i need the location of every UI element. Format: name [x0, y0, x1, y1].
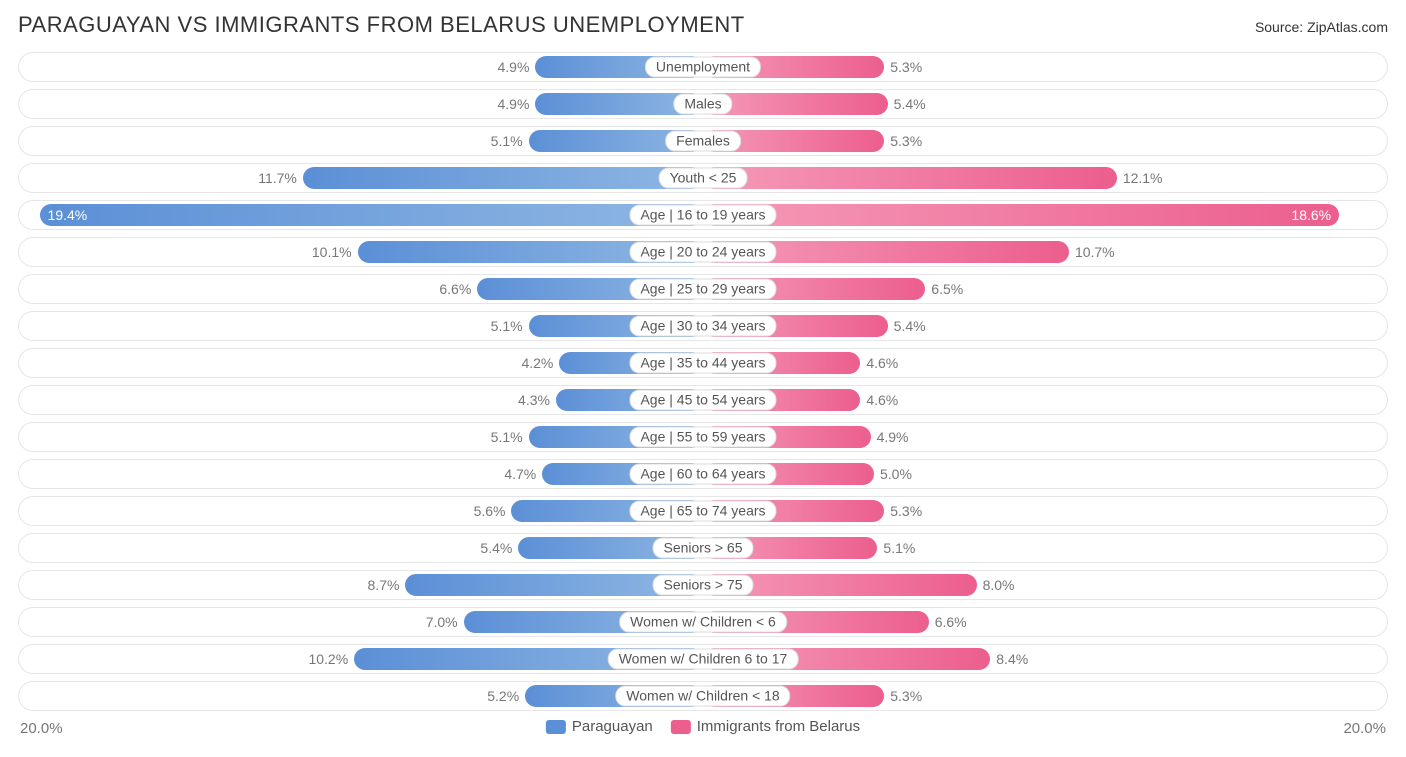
chart-row: 5.1% 5.3% Females	[18, 126, 1388, 156]
value-right: 5.1%	[883, 537, 915, 559]
axis-max-right: 20.0%	[1343, 720, 1386, 737]
category-label: Age | 30 to 34 years	[629, 316, 776, 337]
value-left: 4.3%	[518, 389, 550, 411]
category-label: Females	[665, 131, 741, 152]
value-left: 10.2%	[308, 648, 348, 670]
legend-swatch-left	[546, 720, 566, 734]
value-right: 18.6%	[1283, 204, 1339, 226]
value-left: 4.7%	[504, 463, 536, 485]
chart-title: PARAGUAYAN VS IMMIGRANTS FROM BELARUS UN…	[18, 12, 745, 38]
chart-row: 8.7% 8.0% Seniors > 75	[18, 570, 1388, 600]
value-left: 4.9%	[498, 93, 530, 115]
value-right: 5.3%	[890, 130, 922, 152]
category-label: Age | 45 to 54 years	[629, 390, 776, 411]
value-right: 12.1%	[1123, 167, 1163, 189]
chart-row: 5.2% 5.3% Women w/ Children < 18	[18, 681, 1388, 711]
category-label: Males	[673, 94, 732, 115]
bar-right	[703, 167, 1117, 189]
chart-row: 5.6% 5.3% Age | 65 to 74 years	[18, 496, 1388, 526]
value-right: 5.3%	[890, 685, 922, 707]
category-label: Unemployment	[645, 57, 761, 78]
axis-max-left: 20.0%	[20, 720, 63, 737]
chart-row: 5.1% 5.4% Age | 30 to 34 years	[18, 311, 1388, 341]
legend-item-left: Paraguayan	[546, 718, 653, 735]
value-right: 5.4%	[894, 315, 926, 337]
bar-right: 18.6%	[703, 204, 1339, 226]
legend-label-right: Immigrants from Belarus	[697, 718, 860, 735]
category-label: Women w/ Children 6 to 17	[608, 649, 799, 670]
chart-row: 19.4% 18.6% Age | 16 to 19 years	[18, 200, 1388, 230]
chart-row: 10.1% 10.7% Age | 20 to 24 years	[18, 237, 1388, 267]
category-label: Age | 55 to 59 years	[629, 427, 776, 448]
value-left: 5.1%	[491, 315, 523, 337]
chart-row: 7.0% 6.6% Women w/ Children < 6	[18, 607, 1388, 637]
category-label: Age | 35 to 44 years	[629, 353, 776, 374]
diverging-bar-chart: 4.9% 5.3% Unemployment 4.9% 5.4% Males 5.1% 5.3…	[18, 52, 1388, 711]
chart-row: 4.2% 4.6% Age | 35 to 44 years	[18, 348, 1388, 378]
value-left: 7.0%	[426, 611, 458, 633]
legend: Paraguayan Immigrants from Belarus	[546, 718, 860, 735]
chart-row: 4.9% 5.4% Males	[18, 89, 1388, 119]
value-left: 6.6%	[439, 278, 471, 300]
chart-row: 5.4% 5.1% Seniors > 65	[18, 533, 1388, 563]
value-right: 8.4%	[996, 648, 1028, 670]
value-left: 11.7%	[258, 167, 297, 189]
value-right: 4.9%	[877, 426, 909, 448]
value-right: 4.6%	[866, 389, 898, 411]
chart-row: 5.1% 4.9% Age | 55 to 59 years	[18, 422, 1388, 452]
value-right: 4.6%	[866, 352, 898, 374]
chart-row: 10.2% 8.4% Women w/ Children 6 to 17	[18, 644, 1388, 674]
value-right: 5.4%	[894, 93, 926, 115]
chart-row: 4.9% 5.3% Unemployment	[18, 52, 1388, 82]
chart-page: PARAGUAYAN VS IMMIGRANTS FROM BELARUS UN…	[0, 0, 1406, 757]
legend-swatch-right	[671, 720, 691, 734]
category-label: Age | 20 to 24 years	[629, 242, 776, 263]
value-right: 5.0%	[880, 463, 912, 485]
value-left: 5.1%	[491, 426, 523, 448]
value-left: 5.2%	[487, 685, 519, 707]
bar-left	[303, 167, 703, 189]
category-label: Age | 60 to 64 years	[629, 464, 776, 485]
value-right: 8.0%	[983, 574, 1015, 596]
value-left: 8.7%	[368, 574, 400, 596]
category-label: Age | 25 to 29 years	[629, 279, 776, 300]
source-prefix: Source:	[1255, 19, 1307, 35]
value-right: 10.7%	[1075, 241, 1115, 263]
legend-label-left: Paraguayan	[572, 718, 653, 735]
source-site: ZipAtlas.com	[1307, 19, 1388, 35]
category-label: Women w/ Children < 6	[619, 612, 787, 633]
category-label: Women w/ Children < 18	[615, 686, 790, 707]
value-left: 10.1%	[312, 241, 352, 263]
category-label: Seniors > 75	[653, 575, 754, 596]
category-label: Seniors > 65	[653, 538, 754, 559]
category-label: Age | 65 to 74 years	[629, 501, 776, 522]
value-right: 5.3%	[890, 500, 922, 522]
value-right: 6.5%	[931, 278, 963, 300]
value-left: 5.1%	[491, 130, 523, 152]
chart-footer: 20.0% 20.0% Paraguayan Immigrants from B…	[18, 718, 1388, 746]
value-left: 4.2%	[521, 352, 553, 374]
header: PARAGUAYAN VS IMMIGRANTS FROM BELARUS UN…	[18, 12, 1388, 38]
value-right: 5.3%	[890, 56, 922, 78]
chart-row: 6.6% 6.5% Age | 25 to 29 years	[18, 274, 1388, 304]
category-label: Age | 16 to 19 years	[629, 205, 776, 226]
chart-row: 4.7% 5.0% Age | 60 to 64 years	[18, 459, 1388, 489]
value-left: 4.9%	[498, 56, 530, 78]
legend-item-right: Immigrants from Belarus	[671, 718, 860, 735]
bar-left: 19.4%	[40, 204, 703, 226]
value-left: 19.4%	[40, 204, 96, 226]
value-right: 6.6%	[935, 611, 967, 633]
chart-row: 11.7% 12.1% Youth < 25	[18, 163, 1388, 193]
value-left: 5.4%	[480, 537, 512, 559]
chart-row: 4.3% 4.6% Age | 45 to 54 years	[18, 385, 1388, 415]
category-label: Youth < 25	[659, 168, 748, 189]
source-line: Source: ZipAtlas.com	[1255, 19, 1388, 35]
value-left: 5.6%	[474, 500, 506, 522]
